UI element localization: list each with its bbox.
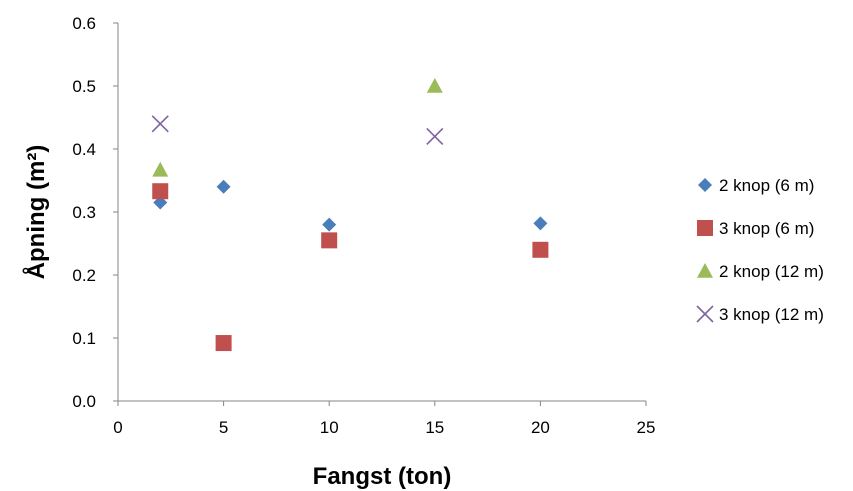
data-point-diamond bbox=[533, 216, 548, 231]
y-tick-label: 0.3 bbox=[72, 203, 96, 222]
data-point-diamond bbox=[322, 217, 337, 232]
data-point-diamond bbox=[216, 179, 231, 194]
y-tick-label: 0.5 bbox=[72, 77, 96, 96]
data-point-square bbox=[532, 241, 549, 258]
legend-label: 2 knop (12 m) bbox=[719, 262, 824, 281]
x-axis-title: Fangst (ton) bbox=[313, 463, 452, 490]
y-tick-label: 0.1 bbox=[72, 329, 96, 348]
data-points bbox=[151, 78, 549, 352]
axes bbox=[117, 23, 646, 402]
data-point-x bbox=[426, 127, 444, 145]
y-tick-label: 0.4 bbox=[72, 140, 96, 159]
y-tick-label: 0.2 bbox=[72, 266, 96, 285]
legend-label: 3 knop (6 m) bbox=[719, 219, 814, 238]
legend-marker-diamond bbox=[698, 178, 712, 192]
y-tick-label: 0.6 bbox=[72, 14, 96, 33]
data-point-triangle bbox=[426, 78, 443, 93]
legend: 2 knop (6 m) 3 knop (6 m) 2 knop (12 m) 3 k… bbox=[696, 176, 824, 324]
x-tick-label: 10 bbox=[320, 418, 339, 437]
tick-labels: 0.0 0.1 0.2 0.3 0.4 0.5 0.6 0 5 10 15 20 25 bbox=[72, 14, 655, 437]
data-point-triangle bbox=[152, 161, 169, 177]
legend-label: 3 knop (12 m) bbox=[719, 305, 824, 324]
legend-marker-triangle bbox=[697, 263, 713, 278]
data-point-x bbox=[151, 115, 169, 133]
data-point-square bbox=[321, 232, 338, 249]
y-tick-label: 0.0 bbox=[72, 392, 96, 411]
data-point-square bbox=[152, 183, 169, 200]
legend-marker-square bbox=[697, 220, 713, 236]
x-tick-label: 15 bbox=[425, 418, 444, 437]
x-tick-label: 0 bbox=[113, 418, 122, 437]
legend-marker-x bbox=[696, 305, 714, 323]
legend-label: 2 knop (6 m) bbox=[719, 176, 814, 195]
y-axis-title: Åpning (m²) bbox=[22, 145, 50, 280]
x-tick-label: 20 bbox=[531, 418, 550, 437]
x-tick-label: 25 bbox=[637, 418, 656, 437]
x-tick-label: 5 bbox=[219, 418, 228, 437]
data-point-square bbox=[215, 335, 232, 352]
